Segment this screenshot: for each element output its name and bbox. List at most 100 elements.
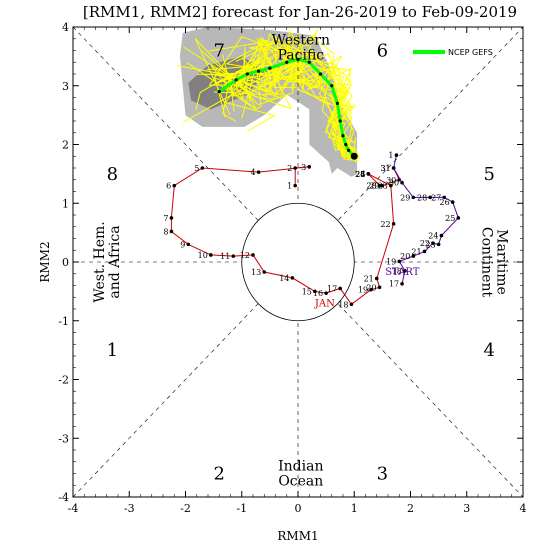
x-tick-label: -3	[124, 502, 135, 515]
observed-point	[251, 253, 255, 257]
observed-day-label: 27	[355, 170, 365, 179]
region-label-line: and Africa	[107, 225, 123, 298]
recent-point	[442, 195, 447, 200]
x-tick-label: -2	[180, 502, 191, 515]
y-tick-label: -1	[58, 315, 69, 328]
legend-label: NCEP GEFS	[448, 48, 493, 57]
recent-day-label: 1	[388, 151, 393, 160]
observed-day-label: 19	[358, 286, 368, 295]
mean-point	[335, 101, 339, 105]
month-annotation: JAN	[314, 299, 335, 310]
x-tick-label: 0	[295, 502, 302, 515]
observed-day-label: 30	[386, 176, 396, 185]
observed-day-label: 9	[180, 240, 185, 249]
y-tick-label: 1	[62, 197, 69, 210]
recent-day-label: 18	[392, 267, 402, 276]
observed-day-label: 17	[327, 284, 337, 293]
observed-day-label: 12	[240, 251, 250, 260]
region-label: MaritimeContinent	[479, 227, 510, 298]
observed-point	[200, 166, 205, 170]
recent-point	[431, 241, 435, 245]
mean-point	[245, 72, 249, 76]
recent-point	[436, 242, 441, 247]
observed-day-label: 22	[380, 220, 390, 229]
observed-point	[293, 166, 297, 170]
recent-point	[428, 195, 432, 200]
phase-number: 1	[107, 340, 118, 361]
observed-point	[380, 183, 385, 188]
member-track	[225, 33, 357, 163]
y-tick-label: -2	[58, 374, 69, 387]
observed-point	[366, 172, 371, 176]
x-tick-label: 3	[463, 502, 470, 515]
recent-day-label: 26	[440, 198, 450, 207]
observed-point	[169, 229, 174, 234]
recent-point	[400, 180, 404, 185]
phase-number: 4	[484, 340, 495, 361]
region-label-line: Pacific	[277, 48, 324, 64]
observed-day-label: 7	[163, 214, 168, 223]
observed-point	[377, 285, 382, 290]
observed-day-label: 24	[355, 170, 365, 179]
observed-point	[186, 242, 191, 247]
member-track	[194, 38, 357, 158]
y-tick-label: 0	[62, 256, 69, 269]
region-label-line: Maritime	[494, 229, 510, 295]
recent-day-label: 24	[428, 232, 438, 241]
mean-point	[347, 148, 351, 152]
recent-day-label: 25	[445, 214, 455, 223]
observed-day-label: 20	[366, 283, 376, 292]
phase-number: 3	[377, 464, 388, 485]
x-axis-label: RMM1	[277, 529, 318, 543]
x-tick-label: 4	[520, 502, 527, 515]
observed-point	[391, 222, 396, 226]
recent-point	[439, 233, 444, 238]
recent-day-label: 20	[400, 252, 410, 261]
observed-point	[293, 183, 297, 188]
mean-line	[218, 57, 356, 158]
mean-point	[318, 72, 323, 76]
region-label-line: West. Hem.	[92, 221, 108, 302]
observed-point	[290, 276, 295, 280]
member-track	[235, 42, 355, 161]
region-label: Indian Ocean	[278, 459, 323, 490]
recent-day-label: 27	[431, 193, 441, 202]
recent-point	[403, 269, 407, 273]
observed-day-label: 14	[279, 274, 289, 283]
phase-number: 2	[214, 464, 225, 485]
phase-number: 6	[377, 41, 388, 62]
recent-line	[393, 154, 459, 284]
observed-day-label: 3	[301, 163, 306, 172]
y-axis-label: RMM2	[38, 241, 52, 282]
observed-point	[307, 165, 312, 169]
mean-point	[344, 142, 348, 147]
mean-point	[330, 84, 334, 88]
observed-day-label: 26	[355, 170, 365, 179]
recent-day-label: 29	[400, 193, 410, 202]
observed-point	[209, 253, 213, 257]
mean-point	[341, 134, 345, 138]
observed-day-label: 1	[287, 182, 292, 191]
recent-day-label: 30	[389, 179, 399, 188]
mean-point	[296, 57, 300, 61]
recent-point	[411, 254, 416, 258]
member-track	[187, 39, 357, 157]
region-label: Western Pacific	[272, 33, 330, 64]
region-label-line: Indian	[278, 459, 323, 475]
phase-number: 8	[107, 164, 118, 185]
observed-point	[338, 286, 342, 291]
recent-day-label: 19	[386, 257, 396, 266]
y-tick-label: -3	[58, 432, 69, 445]
recent-point	[456, 216, 461, 220]
recent-point	[391, 166, 396, 170]
recent-day-label: 31	[380, 164, 390, 173]
observed-day-label: 10	[198, 251, 208, 260]
mean-point	[234, 78, 238, 82]
observed-day-label: 18	[338, 300, 348, 309]
recent-day-label: 21	[411, 247, 421, 256]
chart-legend: NCEP GEFS	[413, 48, 493, 57]
observed-point	[377, 183, 382, 188]
